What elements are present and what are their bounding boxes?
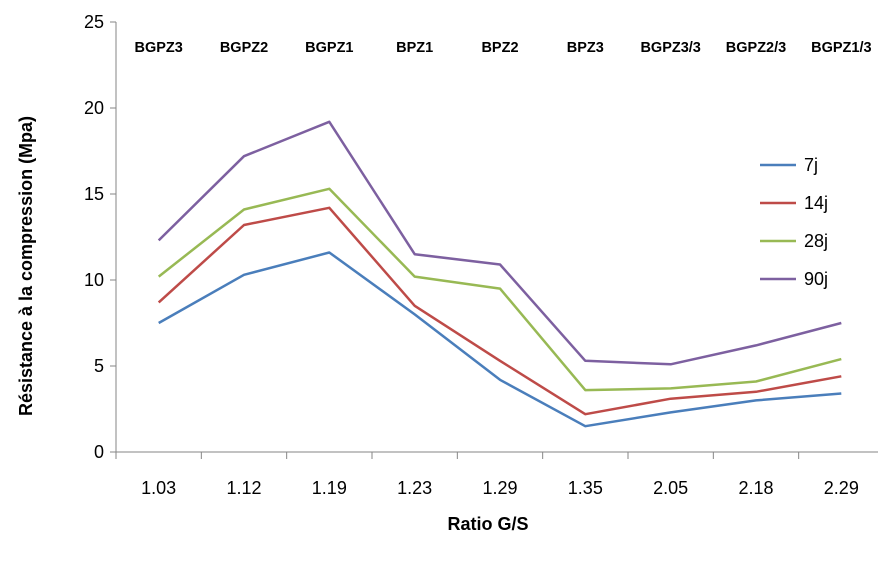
y-tick-label: 20 xyxy=(84,98,104,118)
category-label: BPZ2 xyxy=(481,40,518,56)
legend-label: 14j xyxy=(804,193,828,213)
series-line-90j xyxy=(157,120,842,366)
x-tick-label: 1.35 xyxy=(568,478,603,498)
legend-label: 90j xyxy=(804,269,828,289)
y-tick-label: 5 xyxy=(94,356,104,376)
x-tick-label: 2.05 xyxy=(653,478,688,498)
x-tick-label: 1.12 xyxy=(226,478,261,498)
x-ticks: 1.03 1.12 1.19 1.23 1.29 1.35 2.05 2.18 2.29 xyxy=(115,452,859,498)
series-line-14j xyxy=(157,206,842,416)
y-tick-label: 15 xyxy=(84,184,104,204)
legend-label: 7j xyxy=(804,155,818,175)
category-label: BGPZ3/3 xyxy=(640,40,700,56)
category-label: BGPZ2/3 xyxy=(726,40,786,56)
x-axis-title: Ratio G/S xyxy=(447,514,528,534)
x-tick-label: 2.18 xyxy=(738,478,773,498)
category-label: BGPZ1/3 xyxy=(811,40,871,56)
axes xyxy=(115,22,878,453)
x-tick-label: 1.23 xyxy=(397,478,432,498)
category-label: BGPZ2 xyxy=(220,40,268,56)
category-label: BPZ1 xyxy=(396,40,433,56)
series-lines xyxy=(157,120,842,428)
x-tick-label: 1.19 xyxy=(312,478,347,498)
series-line-28j xyxy=(157,187,842,392)
category-label: BGPZ1 xyxy=(305,40,353,56)
y-tick-label: 25 xyxy=(84,12,104,32)
category-labels: BGPZ3 BGPZ2 BGPZ1 BPZ1 BPZ2 BPZ3 BGPZ3/3 BGPZ2/… xyxy=(134,40,871,56)
y-tick-label: 0 xyxy=(94,442,104,462)
x-tick-label: 1.29 xyxy=(482,478,517,498)
category-label: BPZ3 xyxy=(567,40,604,56)
x-tick-label: 1.03 xyxy=(141,478,176,498)
legend-label: 28j xyxy=(804,231,828,251)
legend: 7j 14j 28j 90j xyxy=(760,155,828,289)
y-axis-title: Résistance à la compression (Mpa) xyxy=(16,116,36,416)
x-tick-label: 2.29 xyxy=(824,478,859,498)
y-tick-label: 10 xyxy=(84,270,104,290)
series-line-7j xyxy=(158,251,842,428)
y-ticks: 0 5 10 15 20 25 xyxy=(84,12,116,462)
category-label: BGPZ3 xyxy=(134,40,182,56)
